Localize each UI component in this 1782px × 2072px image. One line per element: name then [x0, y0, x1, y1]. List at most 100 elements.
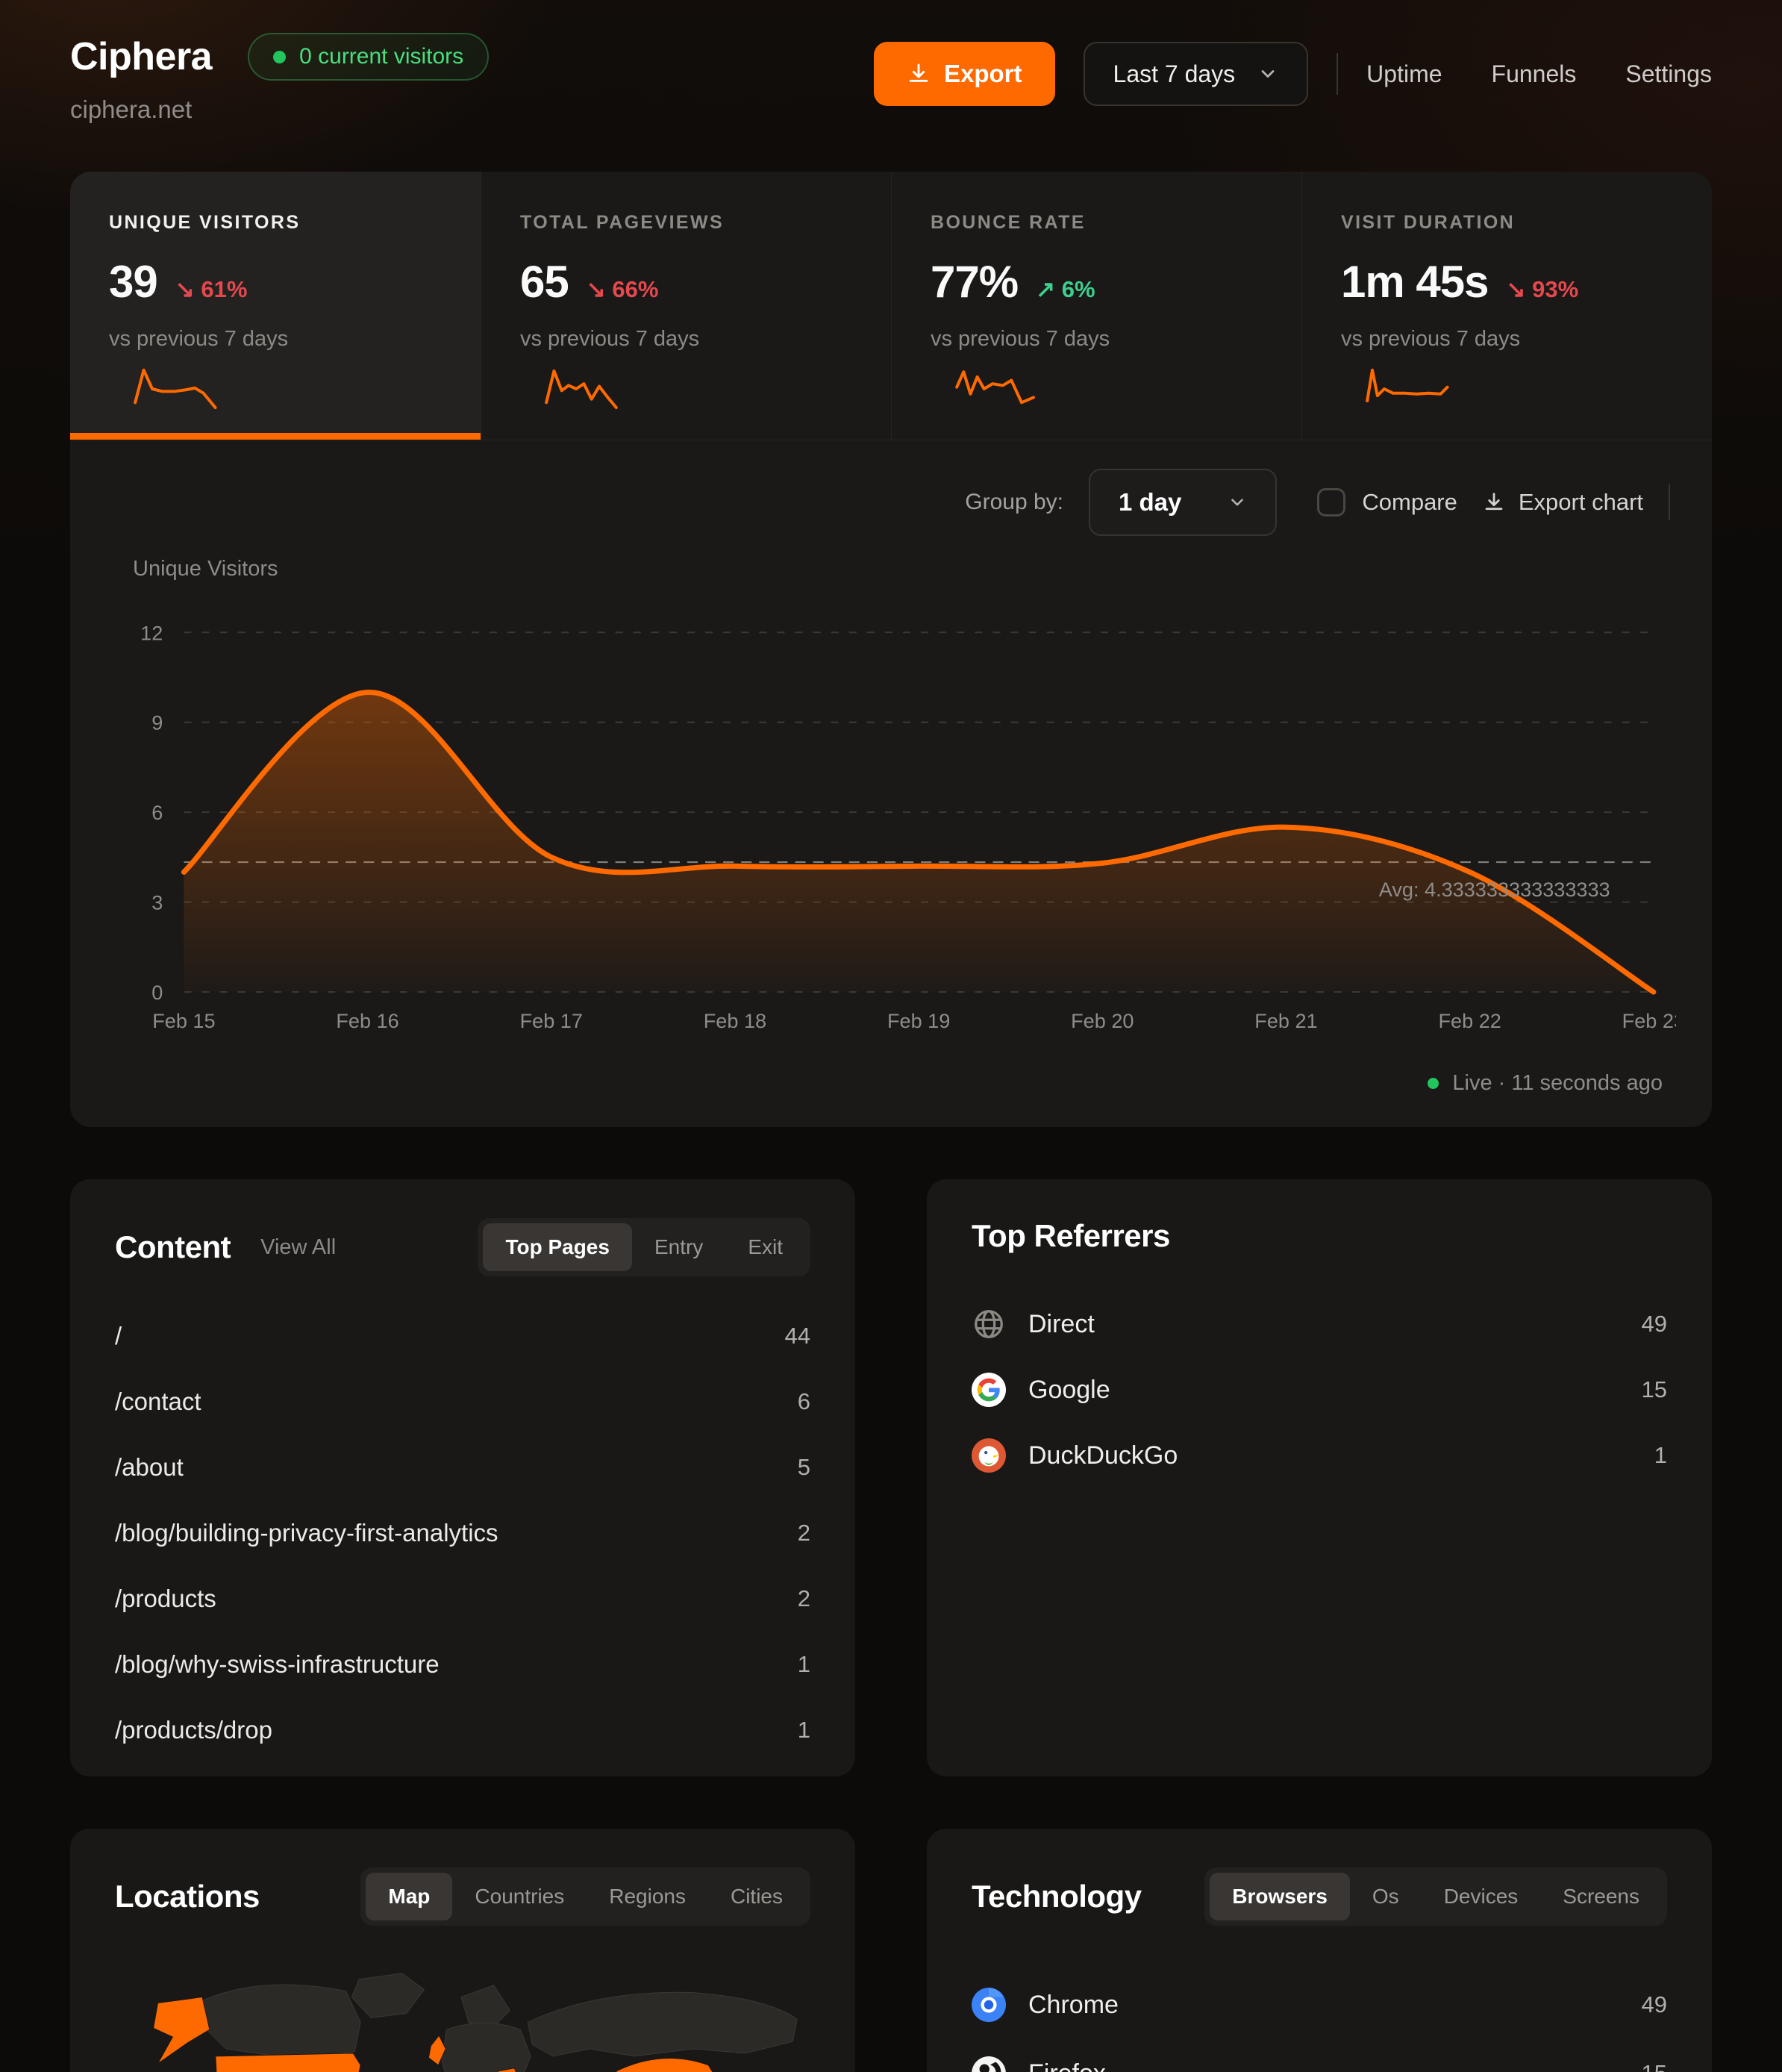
svg-text:Feb 15: Feb 15: [152, 1009, 215, 1032]
tab-browsers[interactable]: Browsers: [1210, 1873, 1350, 1921]
divider: [1336, 53, 1339, 95]
stat-delta: ↘ 93%: [1506, 276, 1579, 302]
stat-compare: vs previous 7 days: [109, 327, 289, 351]
analytics-panel: UNIQUE VISITORS 39 ↘ 61% vs previous 7 d…: [70, 172, 1712, 1128]
map-russia-asia: [527, 1992, 798, 2057]
svg-text:Feb 16: Feb 16: [336, 1009, 398, 1032]
sparkline-chart: [545, 369, 618, 410]
current-visitors-label: 0 current visitors: [299, 44, 464, 69]
svg-text:Feb 21: Feb 21: [1254, 1009, 1317, 1032]
sparkline-chart: [134, 368, 217, 410]
tab-os[interactable]: Os: [1350, 1873, 1422, 1920]
svg-text:0: 0: [151, 981, 163, 1004]
globe-icon: [975, 1310, 1003, 1339]
referrers-card: Top Referrers Direct 49 Google 15 DuckDu…: [927, 1179, 1712, 1777]
chart-controls: Group by: 1 day Compare Export chart: [70, 440, 1712, 536]
page-row[interactable]: /blog/building-privacy-first-analytics 2: [115, 1519, 810, 1547]
chevron-down-icon: [1231, 499, 1244, 506]
topbar: Ciphera 0 current visitors ciphera.net E…: [0, 0, 1782, 124]
technology-title: Technology: [972, 1879, 1142, 1915]
download-icon: [1485, 493, 1503, 511]
browser-row[interactable]: Firefox 15: [972, 2039, 1667, 2072]
topbar-actions: Export Last 7 days Uptime Funnels Settin…: [874, 42, 1712, 106]
chevron-down-icon: [1261, 70, 1275, 78]
world-map[interactable]: [115, 1959, 810, 2072]
sparkline-chart: [955, 370, 1035, 405]
chrome-icon: [972, 1988, 1006, 2023]
svg-text:Feb 17: Feb 17: [520, 1009, 583, 1032]
export-chart-button[interactable]: Export chart: [1483, 489, 1643, 516]
svg-text:Feb 20: Feb 20: [1071, 1009, 1134, 1032]
stats-row: UNIQUE VISITORS 39 ↘ 61% vs previous 7 d…: [70, 172, 1712, 440]
duckduckgo-icon: [972, 1438, 1006, 1473]
tab-regions[interactable]: Regions: [587, 1873, 708, 1920]
site-domain: ciphera.net: [70, 96, 193, 123]
technology-tabs: Browsers Os Devices Screens: [1204, 1867, 1667, 1926]
divider: [1669, 484, 1670, 520]
referrer-row[interactable]: DuckDuckGo 1: [972, 1423, 1667, 1488]
map-greenland: [351, 1973, 425, 2019]
top-nav: Uptime Funnels Settings: [1366, 60, 1712, 88]
tab-exit[interactable]: Exit: [725, 1223, 805, 1271]
stat-compare: vs previous 7 days: [520, 327, 700, 351]
stat-unique-visitors[interactable]: UNIQUE VISITORS 39 ↘ 61% vs previous 7 d…: [70, 172, 481, 440]
brand: Ciphera 0 current visitors ciphera.net: [70, 33, 490, 124]
nav-settings[interactable]: Settings: [1625, 60, 1712, 87]
locations-title: Locations: [115, 1879, 260, 1915]
current-visitors-badge: 0 current visitors: [248, 33, 490, 81]
map-scandinavia: [460, 1985, 511, 2032]
referrer-row[interactable]: Google 15: [972, 1357, 1667, 1423]
download-icon: [909, 63, 928, 82]
tab-countries[interactable]: Countries: [452, 1873, 587, 1920]
map-country-china[interactable]: [610, 2058, 728, 2072]
stat-bounce-rate[interactable]: BOUNCE RATE 77% ↗ 6% vs previous 7 days: [891, 172, 1301, 440]
tab-map[interactable]: Map: [366, 1873, 453, 1921]
stat-visit-duration[interactable]: VISIT DURATION 1m 45s ↘ 93% vs previous …: [1301, 172, 1712, 440]
content-tabs: Top Pages Entry Exit: [478, 1218, 810, 1277]
stat-total-pageviews[interactable]: TOTAL PAGEVIEWS 65 ↘ 66% vs previous 7 d…: [481, 172, 891, 440]
page-row[interactable]: /about 5: [115, 1453, 810, 1482]
stat-value: 65: [520, 257, 569, 307]
page-row[interactable]: /products 2: [115, 1585, 810, 1613]
compare-toggle[interactable]: Compare: [1317, 488, 1457, 517]
map-country-romania[interactable]: [497, 2068, 519, 2072]
technology-card: Technology Browsers Os Devices Screens C…: [927, 1829, 1712, 2072]
svg-text:12: 12: [140, 621, 163, 644]
nav-funnels[interactable]: Funnels: [1491, 60, 1577, 87]
stat-delta: ↘ 66%: [586, 276, 659, 302]
svg-text:3: 3: [151, 891, 163, 914]
view-all-link[interactable]: View All: [260, 1235, 337, 1259]
tab-entry[interactable]: Entry: [632, 1223, 725, 1271]
referrers-title: Top Referrers: [972, 1218, 1170, 1254]
referrer-row[interactable]: Direct 49: [972, 1291, 1667, 1357]
export-button[interactable]: Export: [874, 42, 1055, 106]
page-row[interactable]: /products/drop 1: [115, 1716, 810, 1744]
sparkline-chart: [1366, 368, 1449, 402]
tab-cities[interactable]: Cities: [708, 1873, 805, 1920]
group-by-select[interactable]: 1 day: [1088, 469, 1278, 536]
google-icon: [972, 1373, 1006, 1408]
visitors-line-chart[interactable]: 0 3 6 9 12 Avg: 4.333333333333333 Feb 15 Feb 16…: [112, 587, 1676, 1067]
page-row[interactable]: /blog/why-swiss-infrastructure 1: [115, 1650, 810, 1679]
firefox-icon: [972, 2056, 1006, 2072]
content-card: Content View All Top Pages Entry Exit /4…: [70, 1179, 855, 1777]
map-country-usa[interactable]: [215, 2053, 361, 2072]
nav-uptime[interactable]: Uptime: [1366, 60, 1442, 87]
date-range-select[interactable]: Last 7 days: [1083, 42, 1309, 106]
map-country-alaska[interactable]: [153, 1997, 210, 2065]
map-country-uk[interactable]: [428, 2035, 446, 2066]
browser-row[interactable]: Chrome 49: [972, 1970, 1667, 2039]
top-pages-list: /44 /contact 6 /about 5 /blog/building-pri…: [115, 1303, 810, 1763]
tab-top-pages[interactable]: Top Pages: [483, 1223, 632, 1272]
page-row[interactable]: /44: [115, 1322, 810, 1350]
svg-text:Avg: 4.333333333333333: Avg: 4.333333333333333: [1379, 878, 1610, 901]
page-row[interactable]: /contact 6: [115, 1388, 810, 1416]
tab-screens[interactable]: Screens: [1540, 1873, 1662, 1920]
svg-text:Feb 18: Feb 18: [704, 1009, 766, 1032]
svg-text:Feb 22: Feb 22: [1438, 1009, 1501, 1032]
stat-delta: ↘ 61%: [175, 276, 248, 302]
tab-devices[interactable]: Devices: [1422, 1873, 1541, 1920]
live-dot-icon: [1428, 1078, 1439, 1090]
compare-checkbox[interactable]: [1317, 488, 1346, 517]
